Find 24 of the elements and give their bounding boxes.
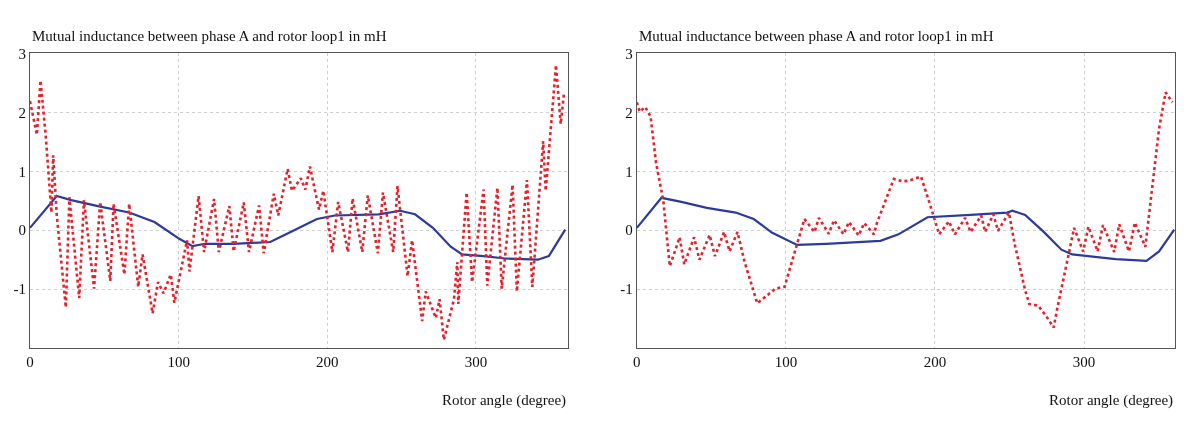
- x-axis-title: Rotor angle (degree): [442, 392, 567, 409]
- y-tick-label: 1: [18, 163, 26, 180]
- x-tick-label: 300: [464, 354, 488, 371]
- x-tick-label: 100: [774, 354, 798, 371]
- line-series: [30, 63, 566, 342]
- y-tick-label: 3: [625, 45, 633, 62]
- line-series: [636, 90, 1174, 329]
- line-series: [30, 194, 567, 261]
- x-axis-title: Rotor angle (degree): [1049, 392, 1174, 409]
- x-tick-label: 200: [923, 354, 947, 371]
- y-tick-label: 3: [18, 45, 26, 62]
- y-tick-label: 2: [18, 104, 26, 121]
- x-tick-label: 200: [316, 354, 339, 371]
- x-tick-label: 300: [1072, 354, 1096, 371]
- y-tick-label: 0: [625, 222, 633, 239]
- y-tick-label: -1: [620, 281, 633, 298]
- line-series: [636, 196, 1175, 262]
- y-tick-label: 2: [625, 104, 633, 121]
- y-tick-label: -1: [13, 281, 26, 298]
- chart-title: Mutual inductance between phase A and rotor loop1 in mH: [32, 28, 387, 44]
- y-tick-label: 1: [625, 163, 633, 180]
- x-tick-label: 100: [167, 354, 190, 371]
- y-tick-label: 0: [18, 222, 26, 239]
- chart-title: Mutual inductance between phase A and rotor loop1 in mH: [639, 28, 994, 44]
